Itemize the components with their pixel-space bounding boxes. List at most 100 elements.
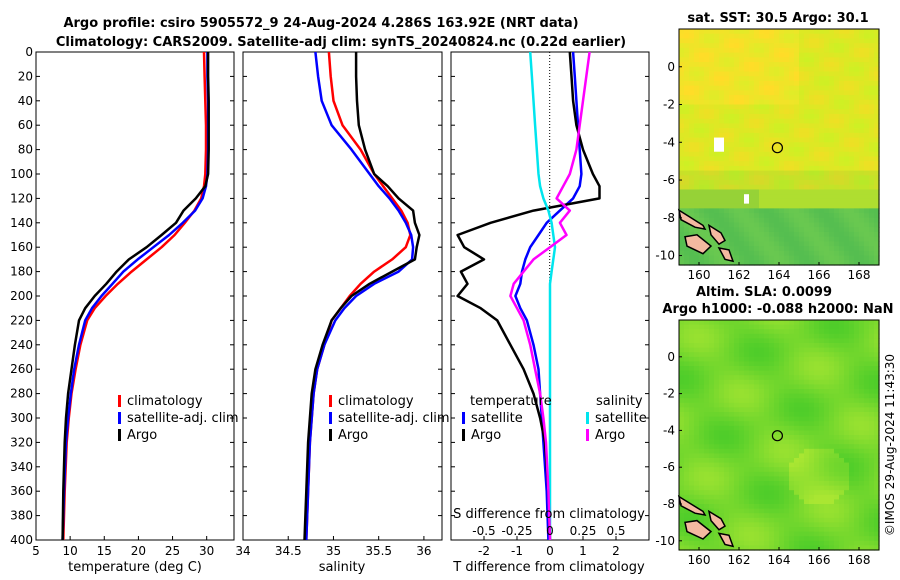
heatmap-cell [684, 425, 690, 431]
heatmap-cell [784, 66, 790, 73]
heatmap-cell [854, 95, 860, 101]
heatmap-cell [709, 128, 715, 134]
heatmap-cell [764, 444, 770, 450]
heatmap-cell [704, 393, 710, 399]
heatmap-cell [839, 123, 845, 129]
heatmap-cell [684, 324, 690, 330]
heatmap-cell [694, 329, 700, 335]
heatmap-cell [739, 453, 745, 459]
heatmap-cell [799, 320, 805, 326]
heatmap-cell [744, 499, 750, 505]
heatmap-cell [684, 47, 690, 54]
heatmap-cell [679, 522, 685, 528]
heatmap-cell [854, 231, 860, 238]
heatmap-cell [684, 462, 690, 468]
heatmap-cell [679, 545, 685, 551]
sst-map-title: sat. SST: 30.5 Argo: 30.1 [687, 11, 868, 26]
heatmap-cell [839, 250, 845, 257]
heatmap-cell [749, 260, 755, 266]
heatmap-cell [759, 137, 765, 143]
heatmap-cell [744, 407, 750, 413]
heatmap-cell [844, 194, 850, 200]
heatmap-cell [679, 458, 685, 464]
heatmap-cell [774, 203, 780, 209]
heatmap-cell [749, 156, 755, 162]
heatmap-cell [849, 227, 855, 233]
heatmap-cell [759, 90, 765, 96]
heatmap-cell [679, 412, 685, 418]
heatmap-cell [719, 151, 725, 158]
heatmap-cell [814, 522, 820, 528]
heatmap-cell [704, 430, 710, 436]
heatmap-cell [859, 421, 865, 427]
heatmap-cell [799, 471, 805, 477]
heatmap-cell [809, 95, 815, 101]
heatmap-cell [724, 118, 730, 124]
heatmap-cell [779, 531, 785, 537]
heatmap-cell [719, 490, 725, 496]
heatmap-cell [724, 343, 730, 349]
heatmap-cell [824, 123, 830, 129]
heatmap-cell [849, 320, 855, 326]
heatmap-cell [769, 513, 775, 519]
heatmap-cell [854, 476, 860, 482]
heatmap-cell [824, 113, 830, 120]
heatmap-cell [784, 425, 790, 431]
heatmap-cell [679, 85, 685, 91]
heatmap-cell [844, 540, 850, 546]
heatmap-cell [774, 531, 780, 537]
x-tick-label: 15 [97, 544, 112, 558]
heatmap-cell [839, 161, 845, 167]
heatmap-cell [804, 476, 810, 482]
heatmap-cell [759, 71, 765, 77]
heatmap-cell [709, 76, 715, 82]
heatmap-cell [784, 90, 790, 96]
heatmap-cell [729, 517, 735, 523]
heatmap-cell [719, 416, 725, 422]
heatmap-cell [859, 241, 865, 247]
heatmap-cell [794, 412, 800, 418]
heatmap-cell [814, 444, 820, 450]
heatmap-cell [859, 425, 865, 431]
heatmap-cell [804, 481, 810, 487]
heatmap-cell [789, 402, 795, 408]
heatmap-cell [679, 52, 685, 58]
heatmap-cell [869, 29, 875, 35]
heatmap-cell [819, 198, 825, 205]
heatmap-cell [724, 231, 730, 238]
heatmap-cell [809, 161, 815, 167]
heatmap-cell [764, 147, 770, 153]
heatmap-cell [739, 104, 745, 110]
heatmap-cell [704, 227, 710, 233]
heatmap-cell [834, 329, 840, 335]
heatmap-cell [774, 347, 780, 353]
heatmap-cell [754, 156, 760, 162]
heatmap-cell [684, 194, 690, 200]
heatmap-cell [774, 412, 780, 418]
heatmap-cell [769, 517, 775, 523]
heatmap-cell [824, 494, 830, 500]
heatmap-cell [799, 494, 805, 500]
heatmap-cell [714, 412, 720, 418]
heatmap-cell [749, 76, 755, 82]
heatmap-cell [809, 241, 815, 247]
sst-land-masses [677, 208, 735, 263]
heatmap-cell [679, 29, 685, 35]
heatmap-cell [839, 379, 845, 385]
heatmap-cell [709, 435, 715, 441]
heatmap-cell [779, 33, 785, 40]
heatmap-cell [684, 398, 690, 404]
heatmap-cell [784, 412, 790, 418]
heatmap-cell [689, 47, 695, 54]
heatmap-cell [699, 366, 705, 372]
heatmap-cell [689, 104, 695, 110]
heatmap-cell [799, 448, 805, 454]
heatmap-cell [694, 165, 700, 172]
heatmap-cell [834, 246, 840, 252]
figure-title-line2: Climatology: CARS2009. Satellite-adj cli… [56, 35, 626, 50]
heatmap-cell [844, 80, 850, 87]
heatmap-cell [874, 147, 880, 153]
heatmap-cell [689, 128, 695, 134]
heatmap-cell [699, 471, 705, 477]
heatmap-cell [769, 389, 775, 395]
